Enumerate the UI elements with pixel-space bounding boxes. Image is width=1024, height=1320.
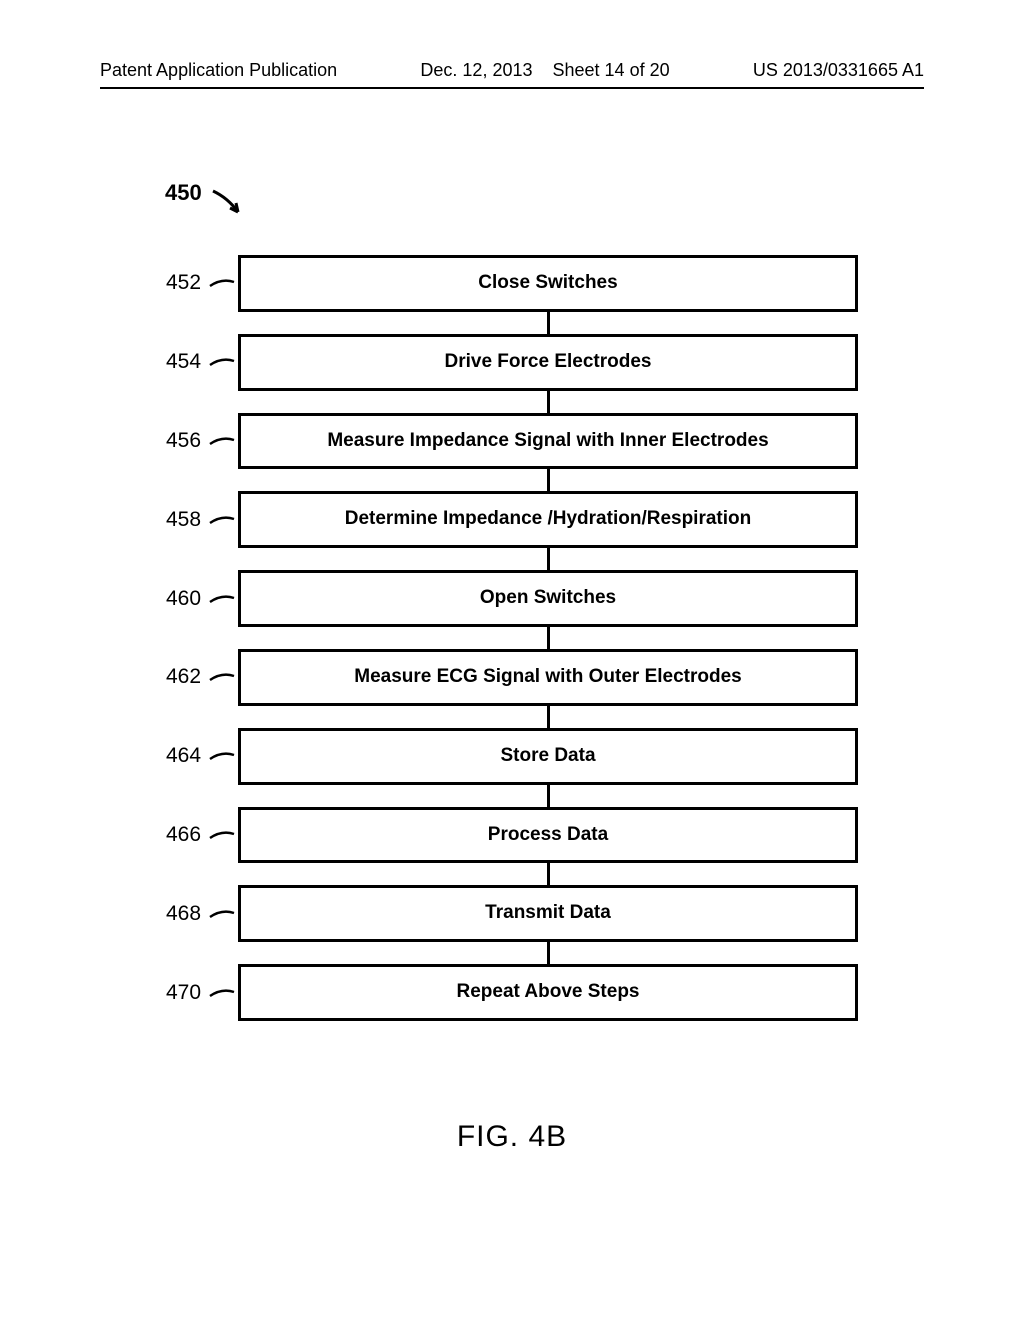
- flow-step: 458Determine Impedance /Hydration/Respir…: [238, 491, 858, 548]
- lead-line-icon: [208, 828, 236, 842]
- connector-line: [547, 706, 550, 728]
- lead-line-icon: [208, 276, 236, 290]
- flow-step: 454Drive Force Electrodes: [238, 334, 858, 391]
- lead-line-icon: [208, 907, 236, 921]
- step-number: 462: [166, 665, 201, 689]
- lead-line-icon: [208, 434, 236, 448]
- lead-line-icon: [208, 513, 236, 527]
- flow-step: 464Store Data: [238, 728, 858, 785]
- step-box: Repeat Above Steps: [238, 964, 858, 1021]
- header-date-sheet: Dec. 12, 2013 Sheet 14 of 20: [420, 60, 669, 81]
- lead-line-icon: [208, 986, 236, 1000]
- flowchart: 452Close Switches 454Drive Force Electrod…: [238, 255, 858, 1021]
- header-sheet: Sheet 14 of 20: [553, 60, 670, 80]
- connector-line: [547, 863, 550, 885]
- step-box: Drive Force Electrodes: [238, 334, 858, 391]
- step-number: 470: [166, 981, 201, 1005]
- step-box: Store Data: [238, 728, 858, 785]
- diagram-ref-number: 450: [165, 180, 202, 206]
- step-box: Measure Impedance Signal with Inner Elec…: [238, 413, 858, 470]
- step-number: 468: [166, 902, 201, 926]
- connector-line: [547, 942, 550, 964]
- flow-step: 452Close Switches: [238, 255, 858, 312]
- flow-step: 462Measure ECG Signal with Outer Electro…: [238, 649, 858, 706]
- step-number: 460: [166, 587, 201, 611]
- page: Patent Application Publication Dec. 12, …: [0, 0, 1024, 1320]
- header-publication: Patent Application Publication: [100, 60, 337, 81]
- connector-line: [547, 391, 550, 413]
- step-box: Transmit Data: [238, 885, 858, 942]
- step-box: Measure ECG Signal with Outer Electrodes: [238, 649, 858, 706]
- step-number: 454: [166, 350, 201, 374]
- page-header: Patent Application Publication Dec. 12, …: [100, 60, 924, 89]
- connector-line: [547, 785, 550, 807]
- step-box: Close Switches: [238, 255, 858, 312]
- step-number: 456: [166, 429, 201, 453]
- flow-step: 468Transmit Data: [238, 885, 858, 942]
- figure-label: FIG. 4B: [0, 1120, 1024, 1154]
- flow-step: 460Open Switches: [238, 570, 858, 627]
- lead-line-icon: [208, 670, 236, 684]
- step-number: 466: [166, 823, 201, 847]
- step-number: 452: [166, 271, 201, 295]
- header-date: Dec. 12, 2013: [420, 60, 532, 80]
- step-number: 464: [166, 744, 201, 768]
- connector-line: [547, 627, 550, 649]
- lead-line-icon: [208, 749, 236, 763]
- connector-line: [547, 312, 550, 334]
- step-box: Open Switches: [238, 570, 858, 627]
- flow-step: 466Process Data: [238, 807, 858, 864]
- flow-step: 456Measure Impedance Signal with Inner E…: [238, 413, 858, 470]
- step-box: Process Data: [238, 807, 858, 864]
- ref-arrow-icon: [210, 188, 250, 228]
- header-pubnum: US 2013/0331665 A1: [753, 60, 924, 81]
- connector-line: [547, 548, 550, 570]
- connector-line: [547, 469, 550, 491]
- step-box: Determine Impedance /Hydration/Respirati…: [238, 491, 858, 548]
- lead-line-icon: [208, 355, 236, 369]
- step-number: 458: [166, 508, 201, 532]
- flow-step: 470Repeat Above Steps: [238, 964, 858, 1021]
- lead-line-icon: [208, 592, 236, 606]
